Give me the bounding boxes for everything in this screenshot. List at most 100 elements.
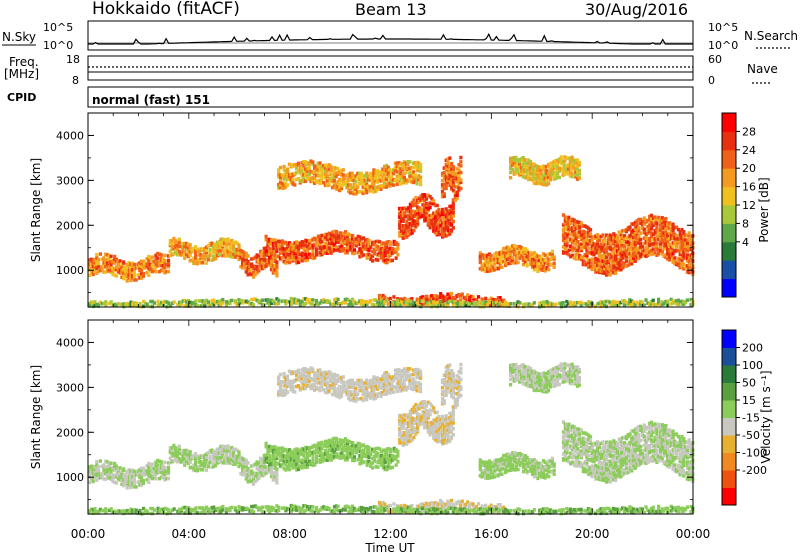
data-cell <box>195 466 199 470</box>
data-cell <box>512 156 516 160</box>
data-cell <box>264 261 268 265</box>
data-cell <box>318 239 322 244</box>
data-cell <box>259 456 263 461</box>
data-cell <box>260 461 265 465</box>
data-cell <box>532 268 536 272</box>
data-cell <box>390 251 394 255</box>
data-cell <box>419 198 423 202</box>
data-cell <box>532 162 536 166</box>
data-cell <box>389 242 393 247</box>
data-cell <box>354 187 358 191</box>
data-cell <box>414 410 418 415</box>
data-cell <box>583 253 587 257</box>
data-cell <box>532 172 536 177</box>
data-cell <box>221 444 225 448</box>
data-cell <box>228 244 232 249</box>
data-cell <box>302 252 306 256</box>
data-cell <box>685 298 689 302</box>
data-cell <box>525 262 529 266</box>
data-cell <box>275 270 279 275</box>
data-cell <box>352 443 357 448</box>
data-cell <box>278 247 283 251</box>
data-cell <box>489 253 493 258</box>
data-cell <box>530 263 535 268</box>
data-cell <box>351 234 355 238</box>
data-cell <box>251 473 256 477</box>
data-cell <box>387 459 391 464</box>
data-cell <box>494 256 499 260</box>
data-cell <box>305 173 309 177</box>
data-cell <box>464 301 468 305</box>
data-cell <box>565 222 569 226</box>
data-cell <box>275 454 279 459</box>
data-cell <box>230 255 234 259</box>
data-cell <box>588 250 593 255</box>
data-cell <box>644 298 648 302</box>
data-cell <box>255 267 259 272</box>
data-cell <box>532 261 536 265</box>
data-cell <box>163 472 167 477</box>
data-cell <box>453 190 457 195</box>
data-cell <box>114 466 119 470</box>
data-cell <box>569 237 573 241</box>
data-cell <box>541 268 545 272</box>
data-cell <box>215 249 219 253</box>
data-cell <box>104 252 108 257</box>
data-cell <box>550 302 554 306</box>
data-cell <box>375 187 379 192</box>
data-cell <box>569 219 573 223</box>
data-cell <box>615 251 619 255</box>
data-cell <box>682 241 686 245</box>
data-cell <box>206 300 210 304</box>
data-cell <box>498 296 502 300</box>
colorbar-tick-label: 28 <box>742 125 756 138</box>
data-cell <box>239 455 243 460</box>
data-cell <box>376 451 380 456</box>
data-cell <box>295 258 299 262</box>
data-cell <box>368 189 372 193</box>
data-cell <box>667 242 672 247</box>
data-cell <box>565 220 569 224</box>
data-cell <box>664 236 668 241</box>
data-cell <box>278 177 283 182</box>
data-cell <box>534 266 538 271</box>
data-cell <box>583 233 587 237</box>
data-cell <box>433 228 437 233</box>
data-cell <box>131 475 135 479</box>
data-cell <box>612 242 616 246</box>
data-cell <box>246 267 250 272</box>
data-cell <box>260 266 265 271</box>
data-cell <box>541 304 545 309</box>
data-cell <box>485 258 490 262</box>
data-cell <box>512 248 517 253</box>
data-cell <box>183 304 187 308</box>
data-cell <box>547 257 551 262</box>
data-cell <box>399 421 404 425</box>
data-cell <box>482 304 486 309</box>
data-cell <box>306 451 310 456</box>
data-cell <box>671 225 675 230</box>
data-cell <box>381 293 385 298</box>
data-cell <box>251 275 256 279</box>
data-cell <box>352 445 357 450</box>
data-cell <box>120 275 124 279</box>
data-cell <box>651 223 655 228</box>
data-cell <box>378 458 382 462</box>
data-cell <box>655 234 659 238</box>
data-cell <box>628 237 632 241</box>
data-cell <box>366 186 371 190</box>
data-cell <box>309 159 313 163</box>
data-cell <box>403 441 407 445</box>
data-cell <box>433 426 437 431</box>
data-cell <box>311 179 315 184</box>
data-cell <box>469 301 473 305</box>
data-cell <box>631 256 636 260</box>
data-cell <box>316 234 320 239</box>
data-cell <box>296 298 301 303</box>
data-cell <box>536 176 540 180</box>
data-cell <box>381 167 385 171</box>
data-cell <box>673 240 677 244</box>
data-cell <box>543 173 547 177</box>
data-cell <box>509 159 513 163</box>
data-cell <box>597 269 601 273</box>
